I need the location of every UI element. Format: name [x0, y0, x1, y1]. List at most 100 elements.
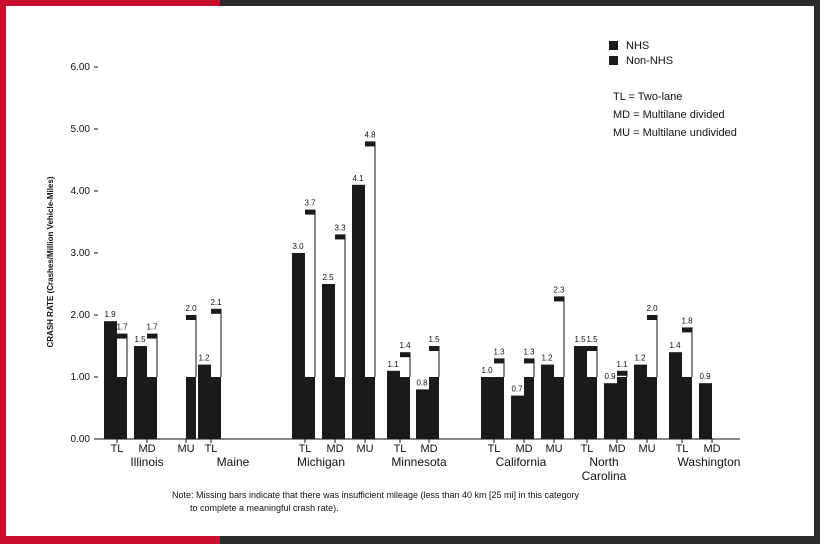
- bar-nhs: [198, 364, 211, 439]
- bar-type-label: TL: [394, 443, 407, 455]
- bar-non-nhs: [186, 377, 196, 439]
- bar-non-nhs-cap: [524, 358, 534, 364]
- bar-non-nhs-cap: [429, 346, 439, 351]
- state-label: Carolina: [582, 469, 627, 483]
- bar-non-nhs-cap: [682, 327, 692, 333]
- bar-type-label: TL: [205, 443, 218, 455]
- bar-value-label-nhs: 1.2: [634, 354, 646, 363]
- bar-value-label-nhs: 1.5: [574, 335, 586, 344]
- frame-accent-top: [0, 0, 220, 6]
- bar-non-nhs: [117, 377, 127, 439]
- bar-type-label: TL: [111, 443, 124, 455]
- bar-value-label-non-nhs: 1.7: [146, 323, 158, 332]
- state-label: North: [589, 455, 618, 469]
- bar-nhs: [669, 352, 682, 439]
- bar-value-label-non-nhs: 2.3: [553, 285, 565, 294]
- bar-nhs: [511, 395, 524, 439]
- bar-non-nhs: [554, 377, 564, 439]
- chart-note-line-1: Note: Missing bars indicate that there w…: [172, 490, 580, 500]
- bar-value-label-nhs: 4.1: [352, 174, 364, 183]
- frame-bar-right: [814, 0, 820, 544]
- bar-non-nhs: [617, 377, 627, 439]
- bar-type-label: TL: [581, 443, 594, 455]
- bar-nhs: [387, 370, 400, 439]
- bar-type-label: TL: [488, 443, 501, 455]
- bar-non-nhs-cap: [365, 141, 375, 147]
- frame-bar-top: [220, 0, 820, 6]
- bar-non-nhs-cap: [305, 209, 315, 215]
- bar-non-nhs-cap: [147, 333, 157, 339]
- bar-value-label-nhs: 0.7: [511, 385, 523, 394]
- bar-non-nhs: [335, 377, 345, 439]
- bar-non-nhs-cap: [647, 315, 657, 320]
- abbreviation-tl: TL = Two-lane: [613, 91, 682, 103]
- bar-nhs: [352, 184, 365, 439]
- frame-accent-bottom: [0, 536, 220, 544]
- bar-value-label-non-nhs: 1.5: [586, 335, 598, 344]
- bar-nhs: [292, 253, 305, 439]
- bar-non-nhs-cap: [554, 296, 564, 302]
- bar-value-label-non-nhs: 3.7: [304, 199, 316, 208]
- bar-non-nhs: [494, 377, 504, 439]
- bar-non-nhs: [211, 377, 221, 439]
- bar-type-label: MU: [638, 443, 655, 455]
- bar-value-label-nhs: 1.9: [104, 310, 116, 319]
- bar-value-label-non-nhs: 2.0: [185, 304, 197, 313]
- bar-non-nhs: [647, 377, 657, 439]
- bar-value-label-nhs: 0.9: [699, 372, 711, 381]
- bar-value-label-nhs: 3.0: [292, 242, 304, 251]
- bar-non-nhs-cap: [400, 352, 410, 358]
- bar-non-nhs: [147, 377, 157, 439]
- bar-nhs: [481, 377, 494, 439]
- y-tick-label: 2.00: [71, 310, 91, 321]
- bar-value-label-nhs: 2.5: [322, 273, 334, 282]
- bar-nhs: [134, 346, 147, 439]
- bar-non-nhs-cap: [335, 234, 345, 240]
- bar-value-label-nhs: 1.2: [198, 354, 210, 363]
- legend-label-non-nhs: Non-NHS: [626, 55, 673, 67]
- bar-value-label-nhs: 0.9: [604, 372, 616, 381]
- bar-value-label-nhs: 1.2: [541, 354, 553, 363]
- bar-value-label-nhs: 1.5: [134, 335, 146, 344]
- y-tick-label: 6.00: [71, 62, 91, 73]
- legend: NHS Non-NHS: [609, 40, 673, 67]
- bar-value-label-non-nhs: 1.4: [399, 341, 411, 350]
- chart-note-line-2: to complete a meaningful crash rate).: [190, 503, 339, 513]
- bar-type-label: TL: [299, 443, 312, 455]
- bar-value-label-non-nhs: 1.3: [523, 347, 535, 356]
- legend-swatch-nhs: [609, 41, 618, 50]
- bar-value-label-nhs: 1.0: [481, 366, 493, 375]
- abbreviation-key: TL = Two-lane MD = Multilane divided MU …: [613, 91, 737, 139]
- bar-value-label-nhs: 1.4: [669, 341, 681, 350]
- bar-value-label-non-nhs: 1.3: [493, 347, 505, 356]
- bar-type-label: MD: [420, 443, 437, 455]
- bar-nhs: [634, 364, 647, 439]
- y-axis-label: CRASH RATE (Crashes/Million Vehicle-Mile…: [46, 176, 55, 347]
- bar-value-label-non-nhs: 2.1: [210, 298, 222, 307]
- bar-non-nhs: [400, 377, 410, 439]
- bar-nhs: [574, 346, 587, 439]
- y-tick-label: 1.00: [71, 372, 91, 383]
- abbreviation-md: MD = Multilane divided: [613, 109, 725, 121]
- bar-value-label-non-nhs: 1.8: [681, 316, 693, 325]
- bar-non-nhs-cap: [117, 333, 127, 339]
- state-label: California: [496, 455, 547, 469]
- state-label: Maine: [217, 455, 250, 469]
- bar-type-label: MD: [608, 443, 625, 455]
- bar-value-label-non-nhs: 1.1: [616, 360, 628, 369]
- state-label: Michigan: [297, 455, 345, 469]
- legend-label-nhs: NHS: [626, 40, 649, 52]
- bar-non-nhs-cap: [186, 315, 196, 320]
- bar-non-nhs: [587, 377, 597, 439]
- bar-type-label: TL: [676, 443, 689, 455]
- bar-type-label: MD: [515, 443, 532, 455]
- bar-non-nhs: [429, 377, 439, 439]
- bar-nhs: [604, 383, 617, 439]
- bar-non-nhs: [524, 377, 534, 439]
- labels-layer: 1.91.7TL1.51.7MD2.0MUIllinois1.22.1TLMai…: [104, 130, 740, 483]
- bar-non-nhs-cap: [494, 358, 504, 364]
- bar-value-label-nhs: 1.1: [387, 360, 399, 369]
- bar-value-label-non-nhs: 3.3: [334, 223, 346, 232]
- bar-non-nhs: [365, 377, 375, 439]
